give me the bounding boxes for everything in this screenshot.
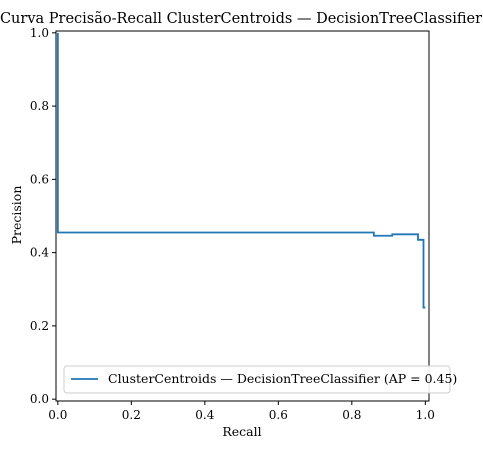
y-axis-ticks: 0.0 0.2 0.4 0.6 0.8 1.0 bbox=[30, 26, 56, 406]
series-line-0 bbox=[56, 32, 426, 309]
y-tick-label: 0.2 bbox=[30, 319, 49, 333]
x-tick-label: 0.6 bbox=[269, 408, 288, 422]
x-axis-label: Recall bbox=[222, 424, 261, 439]
legend-box bbox=[63, 365, 451, 394]
y-tick-label: 0.4 bbox=[30, 246, 49, 260]
y-tick-label: 0.0 bbox=[30, 392, 49, 406]
plot-area bbox=[56, 31, 429, 401]
axes-frame bbox=[55, 30, 430, 402]
y-tick-label: 0.8 bbox=[30, 99, 49, 113]
y-tick-label: 1.0 bbox=[30, 26, 49, 40]
x-tick-label: 0.0 bbox=[48, 408, 67, 422]
legend: ClusterCentroids — DecisionTreeClassifie… bbox=[63, 365, 457, 394]
x-tick-label: 1.0 bbox=[416, 408, 435, 422]
series-layer bbox=[56, 32, 426, 309]
x-tick-label: 0.8 bbox=[342, 408, 361, 422]
y-axis-label: Precision bbox=[9, 186, 24, 245]
x-tick-label: 0.2 bbox=[122, 408, 141, 422]
y-tick-label: 0.6 bbox=[30, 172, 49, 186]
x-axis-ticks: 0.0 0.2 0.4 0.6 0.8 1.0 bbox=[48, 401, 435, 422]
legend-entry-label: ClusterCentroids — DecisionTreeClassifie… bbox=[108, 371, 457, 386]
x-tick-label: 0.4 bbox=[195, 408, 214, 422]
chart-title: Curva Precisão-Recall ClusterCentroids —… bbox=[0, 11, 482, 27]
